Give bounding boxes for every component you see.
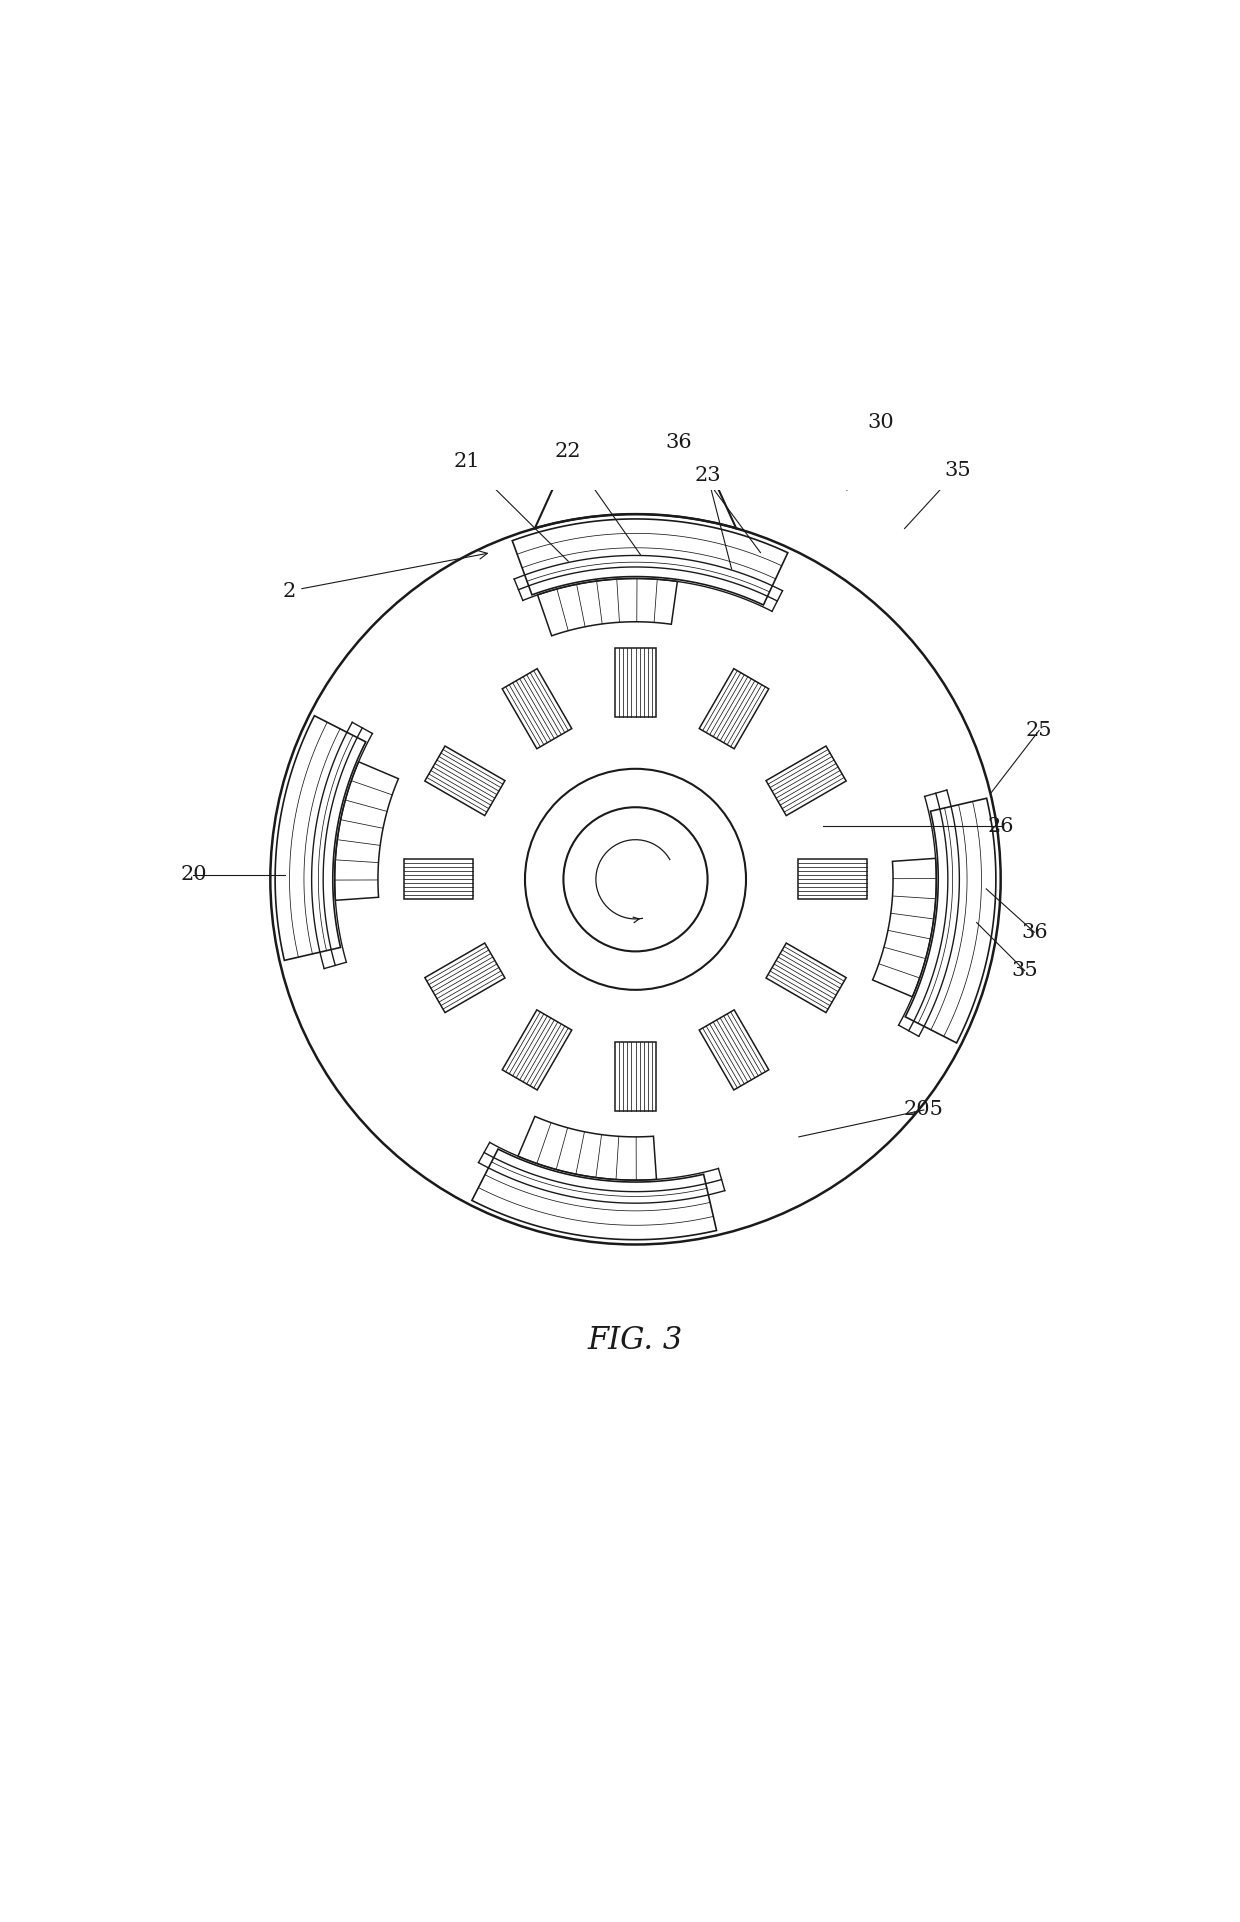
Text: FIG. 3: FIG. 3 bbox=[588, 1324, 683, 1357]
Text: 30: 30 bbox=[867, 413, 894, 432]
Text: 26: 26 bbox=[987, 817, 1014, 836]
Text: 205: 205 bbox=[904, 1101, 944, 1119]
Text: 36: 36 bbox=[666, 432, 692, 452]
Text: 36: 36 bbox=[1021, 923, 1048, 942]
Text: 23: 23 bbox=[694, 467, 720, 484]
Text: 35: 35 bbox=[1012, 961, 1038, 980]
Text: 25: 25 bbox=[1025, 721, 1053, 740]
Text: 21: 21 bbox=[454, 452, 481, 471]
Text: 35: 35 bbox=[944, 461, 971, 480]
Text: 22: 22 bbox=[556, 442, 582, 461]
Text: 20: 20 bbox=[180, 865, 207, 884]
Text: 2: 2 bbox=[283, 552, 487, 600]
